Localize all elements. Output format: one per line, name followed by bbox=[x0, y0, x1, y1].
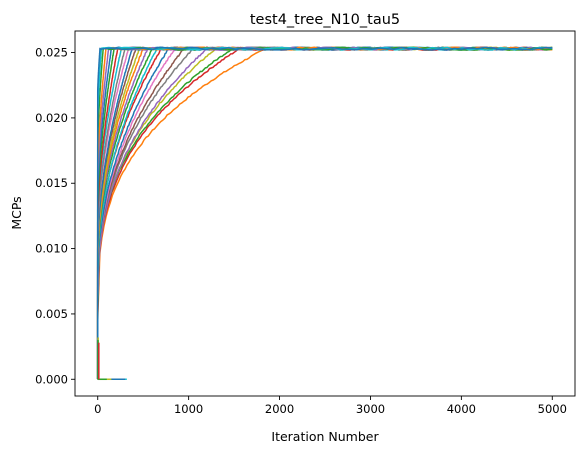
y-axis-label: MCPs bbox=[9, 196, 24, 229]
series-line bbox=[96, 46, 553, 380]
x-tick-label: 5000 bbox=[538, 402, 567, 416]
y-tick-label: 0.005 bbox=[35, 307, 68, 321]
y-tick-label: 0.010 bbox=[35, 242, 68, 256]
series-layer bbox=[96, 46, 553, 381]
x-tick-label: 4000 bbox=[447, 402, 476, 416]
y-tick-label: 0.015 bbox=[35, 176, 68, 190]
y-tick-label: 0.025 bbox=[35, 46, 68, 60]
y-tick-label: 0.020 bbox=[35, 111, 68, 125]
axes-frame bbox=[74, 30, 576, 397]
x-tick-label: 2000 bbox=[265, 402, 294, 416]
y-tick-label: 0.000 bbox=[35, 372, 68, 386]
chart-title: test4_tree_N10_tau5 bbox=[250, 12, 400, 28]
x-axis-label: Iteration Number bbox=[271, 429, 379, 444]
x-tick-label: 3000 bbox=[356, 402, 385, 416]
tick-layer: 0 1000 2000 3000 4000 5000 0.000 0.005 0.010 0.01… bbox=[35, 46, 567, 416]
x-tick-label: 1000 bbox=[174, 402, 203, 416]
x-tick-label: 0 bbox=[94, 402, 101, 416]
